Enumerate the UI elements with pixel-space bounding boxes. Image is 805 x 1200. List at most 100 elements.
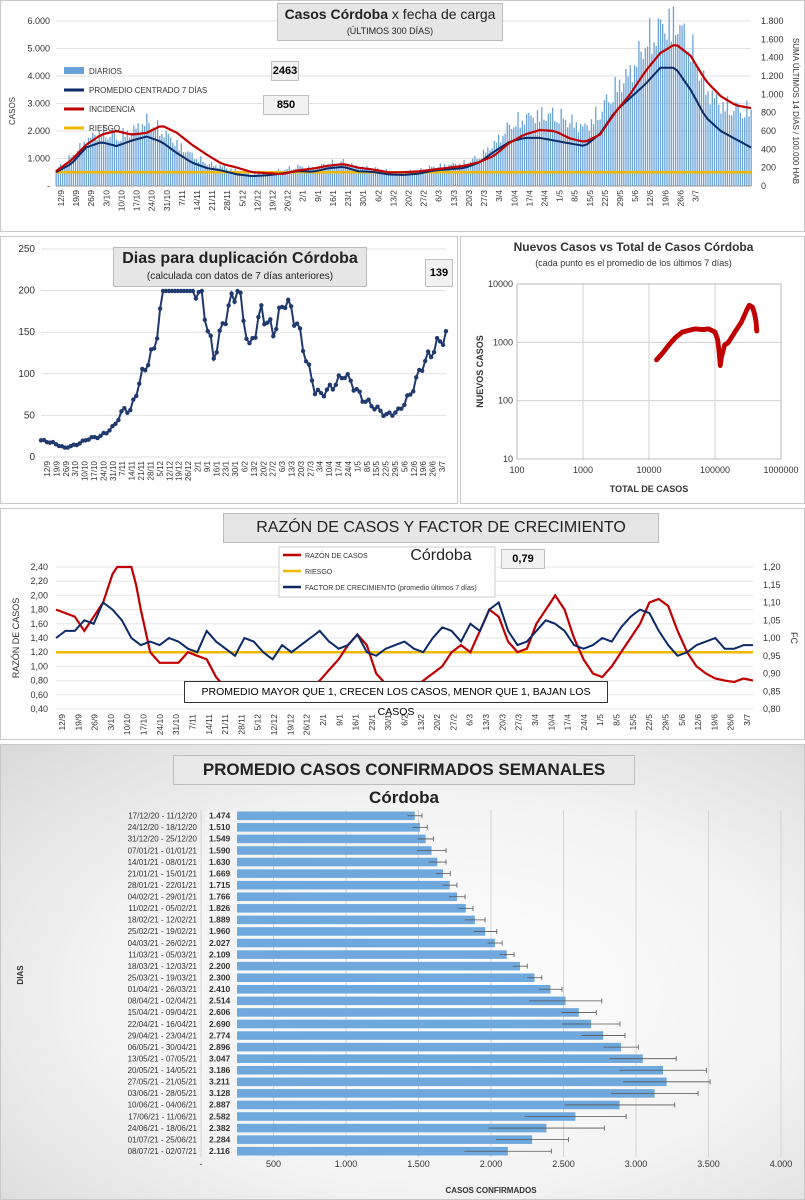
bar-value-label: 2.606	[209, 1007, 231, 1017]
daily-bar	[176, 139, 178, 186]
x-tick-label: 5/12	[237, 190, 247, 207]
y2-tick-label: 0	[761, 181, 766, 191]
daily-bar	[571, 114, 573, 186]
bar-value-label: 2.027	[209, 938, 231, 948]
daily-bar	[739, 112, 742, 186]
y2-tick-label: 0,95	[763, 651, 781, 661]
data-point	[137, 381, 142, 386]
x-tick-label: 19/9	[52, 460, 61, 476]
daily-bar	[444, 164, 446, 186]
y-tick-label: 150	[18, 327, 35, 338]
data-point	[104, 431, 109, 436]
x-tick-label: 21/11	[207, 190, 217, 211]
daily-bar	[437, 167, 439, 186]
x-tick-label: 26/9	[90, 714, 100, 731]
daily-bar	[234, 168, 236, 186]
bar-label-bg	[205, 996, 237, 1006]
daily-bar	[290, 169, 293, 186]
x-tick-label: 30/1	[231, 460, 240, 476]
data-point	[143, 368, 148, 373]
category-label: 07/01/21 - 01/01/21	[128, 846, 198, 855]
data-point	[321, 394, 327, 399]
y-tick-label: 2,40	[30, 562, 48, 572]
daily-bar	[679, 25, 681, 187]
daily-bar	[131, 132, 133, 186]
panel-duplicacion: 0 50 100 150 200 250 12/9 19/9 26/9 3/10 10/10 17/1…	[0, 236, 458, 504]
daily-bar	[631, 82, 634, 186]
daily-bar	[269, 171, 271, 186]
daily-bar	[228, 170, 230, 186]
daily-bar	[163, 137, 165, 186]
daily-bar	[284, 169, 286, 186]
x-tick-label: 26/12	[184, 460, 193, 481]
bar-label-bg	[205, 811, 237, 821]
category-label: 04/02/21 - 29/01/21	[128, 893, 198, 902]
x-tick-label: 13/2	[250, 460, 259, 476]
data-point	[375, 404, 380, 409]
data-point	[110, 423, 115, 429]
y2-axis-label: SUMA ÚLTIMOS 14 DÍAS / 100.000 HAB	[791, 38, 800, 184]
daily-bar	[744, 117, 746, 186]
daily-bar	[534, 123, 536, 186]
daily-bar	[346, 164, 349, 186]
chart-promedio-semanal: - 500 1.000 1.500 2.000 2.500 3.000 3.500 4.000 1…	[16, 810, 792, 1195]
data-point	[128, 407, 133, 413]
daily-bar	[694, 62, 696, 187]
bar-value-label: 2.116	[209, 1146, 230, 1156]
daily-bar	[407, 172, 409, 186]
daily-bar	[491, 148, 493, 186]
bar	[237, 1135, 533, 1144]
annotation-2463: 2463	[271, 61, 299, 81]
daily-bar	[258, 172, 260, 186]
data-point	[259, 303, 264, 308]
daily-bar	[301, 166, 303, 186]
data-point	[330, 387, 336, 392]
data-point	[345, 371, 350, 377]
daily-bar	[584, 123, 586, 186]
duplicacion-line	[40, 289, 447, 449]
x-tick-label: 9/1	[334, 714, 344, 726]
x-tick-label: 3.500	[697, 1159, 720, 1169]
daily-bar	[435, 168, 437, 186]
y-tick-label: 100	[498, 396, 513, 406]
x-tick-label: 3/4	[530, 714, 540, 726]
y2-tick-label: 1.800	[761, 16, 784, 26]
daily-bar	[256, 174, 258, 186]
x-tick-label: 27/3	[479, 190, 489, 207]
x-tick-label: 3/7	[438, 460, 447, 472]
data-point	[214, 350, 219, 355]
data-point	[390, 413, 395, 418]
daily-bar	[128, 137, 131, 186]
daily-bar	[333, 163, 336, 186]
daily-bar	[508, 124, 511, 186]
bar	[237, 823, 420, 832]
daily-bar	[657, 18, 659, 186]
daily-bar	[670, 41, 672, 186]
x-tick-label: 31/10	[171, 714, 181, 736]
daily-bar	[316, 167, 318, 186]
daily-bar	[545, 121, 547, 186]
daily-bar	[126, 130, 129, 186]
x-tick-label: 3/4	[316, 460, 325, 472]
daily-bar	[98, 130, 100, 186]
plot-frame	[516, 283, 782, 460]
daily-bar	[452, 163, 454, 186]
daily-bar	[605, 94, 608, 186]
data-point	[312, 391, 318, 397]
daily-bar	[551, 107, 554, 186]
x-tick-label: 10000	[636, 465, 661, 475]
data-point	[119, 409, 124, 414]
daily-bar	[150, 129, 152, 186]
daily-bar	[68, 155, 70, 186]
x-tick-label: 12/12	[269, 714, 279, 736]
data-point	[98, 433, 103, 439]
daily-bar	[500, 142, 502, 186]
y2-tick-label: 1,10	[763, 598, 781, 608]
x-tick-label: 29/5	[660, 714, 670, 731]
daily-bar	[513, 127, 515, 186]
x-tick-label: 29/5	[615, 190, 625, 207]
x-tick-label: 24/10	[99, 460, 108, 481]
daily-bar	[394, 171, 396, 186]
daily-bar	[528, 112, 530, 186]
daily-bar	[187, 151, 189, 186]
